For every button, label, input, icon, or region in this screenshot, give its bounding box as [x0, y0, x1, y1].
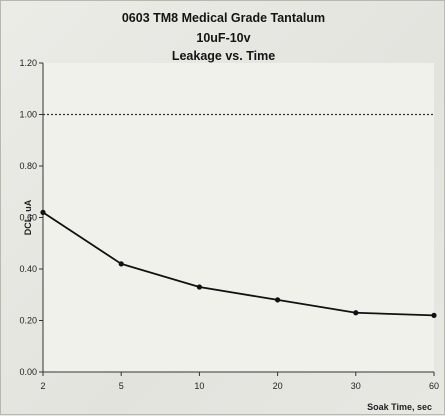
chart-title: 0603 TM8 Medical Grade Tantalum: [121, 11, 326, 25]
series-line: [42, 211, 435, 317]
x-axis-title: Soak Time, sec: [367, 402, 432, 412]
y-tick-label: 0.40: [19, 264, 37, 274]
chart-subtitle: 10uF-10v: [196, 31, 251, 45]
data-point: [40, 209, 46, 215]
plot-area: [43, 63, 434, 372]
y-tick-label: 1.20: [19, 58, 37, 68]
data-point: [118, 261, 124, 267]
x-tick-label: 5: [119, 381, 124, 391]
data-point: [431, 312, 437, 318]
y-axis-title: DCL, uA: [23, 199, 33, 235]
x-tick-label: 10: [194, 381, 204, 391]
y-tick-label: 0.80: [19, 161, 37, 171]
data-point: [353, 310, 359, 316]
y-tick-label: 0.60: [19, 213, 37, 223]
chart-subtitle-2: Leakage vs. Time: [171, 49, 276, 63]
data-point: [196, 284, 202, 290]
x-tick-label: 30: [351, 381, 361, 391]
y-tick-label: 0.00: [19, 367, 37, 377]
y-tick-label: 1.00: [19, 110, 37, 120]
x-tick-label: 20: [273, 381, 283, 391]
data-point: [275, 297, 281, 303]
x-tick-label: 60: [429, 381, 439, 391]
y-tick-label: 0.20: [19, 316, 37, 326]
x-tick-label: 2: [40, 381, 45, 391]
